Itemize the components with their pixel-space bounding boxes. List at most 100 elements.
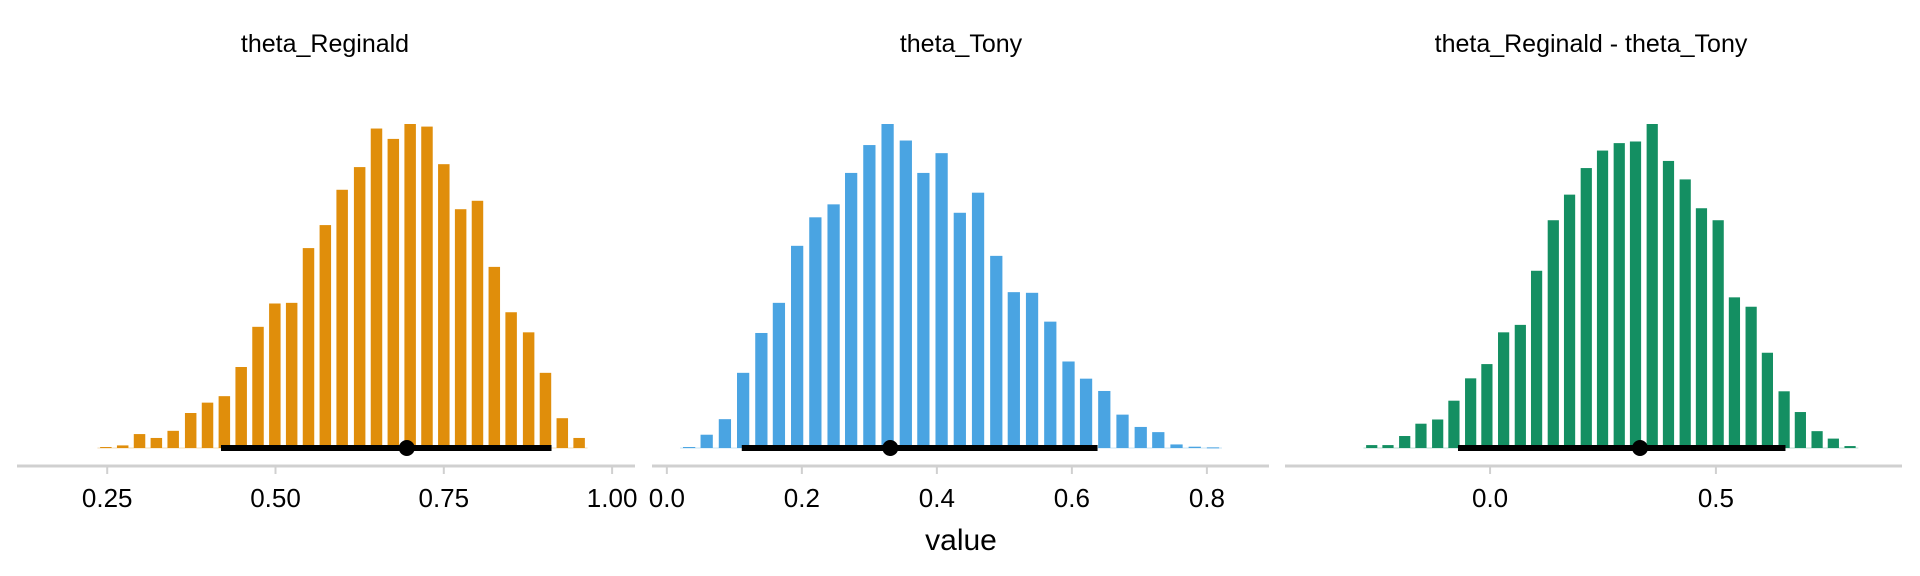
histogram-bar	[1596, 150, 1609, 448]
histogram-bar	[1629, 141, 1642, 448]
histogram-bar	[133, 434, 146, 448]
x-tick-label: 0.25	[82, 483, 133, 513]
histogram-bar	[863, 145, 876, 448]
panel-3: theta_Reginald - theta_Tony 0.0 0.5	[1285, 30, 1902, 513]
histogram-bar	[755, 332, 768, 448]
histogram-bar	[1170, 444, 1183, 448]
histogram-bar	[370, 128, 383, 448]
histogram-bar	[917, 172, 930, 448]
x-tick-label: 0.5	[1698, 483, 1734, 513]
histogram-bar	[1152, 432, 1165, 448]
histogram-bar	[505, 312, 517, 448]
histogram-bar	[953, 212, 966, 448]
histogram-bar	[1662, 160, 1675, 448]
histogram-bar	[845, 172, 858, 448]
histogram-bar	[1827, 438, 1839, 448]
histogram-bar	[1679, 179, 1691, 449]
histogram-bar	[1007, 292, 1020, 448]
histogram-bar	[167, 430, 179, 448]
histogram-bar	[100, 447, 112, 449]
histogram-bar	[269, 303, 281, 448]
histogram-bar	[1025, 292, 1039, 448]
histogram-bar	[556, 418, 569, 448]
point-estimate	[882, 440, 899, 456]
x-tick-label: 1.00	[587, 483, 638, 513]
histogram-bar	[1062, 361, 1075, 448]
point-estimate	[1632, 440, 1649, 456]
x-axis-title: value	[925, 524, 997, 557]
histogram-bar	[1794, 412, 1806, 448]
histogram-bar	[319, 225, 332, 448]
histogram-bar	[252, 326, 264, 448]
histogram-bar	[737, 372, 750, 448]
histogram-bar	[1079, 378, 1093, 448]
x-tick-label: 0.8	[1189, 483, 1225, 513]
x-tick-label: 0.0	[649, 483, 685, 513]
histogram-bar	[1761, 352, 1774, 448]
histogram-bar	[1563, 194, 1576, 448]
histogram-bar	[935, 153, 948, 448]
histogram-bar	[302, 248, 315, 448]
x-tick-label: 0.6	[1054, 483, 1090, 513]
histogram-bar	[1116, 414, 1129, 448]
histogram-bar	[353, 167, 366, 449]
histogram-bar	[1547, 220, 1559, 448]
histogram-bar	[184, 413, 197, 448]
histogram-bar	[1844, 446, 1856, 448]
histogram-bar	[1481, 364, 1493, 448]
histogram-bar	[1745, 306, 1757, 448]
histogram-bar	[1432, 419, 1444, 448]
histogram-bar	[1188, 446, 1201, 448]
panel-1: theta_Reginald 0.25 0.50 0.75 1.00	[17, 30, 637, 513]
x-tick-label: 0.2	[784, 483, 820, 513]
histogram-bar	[387, 138, 400, 449]
histogram-bar	[1206, 447, 1220, 449]
histogram-bar	[827, 204, 840, 448]
histogram-bar	[899, 140, 912, 449]
histogram-bar	[488, 266, 501, 448]
histogram-bar	[150, 437, 163, 448]
histogram-bar	[1778, 391, 1790, 448]
histogram-bar	[1498, 332, 1510, 448]
histogram-bar	[1366, 445, 1378, 448]
x-tick-label: 0.75	[419, 483, 470, 513]
histogram-bar	[990, 255, 1003, 448]
histogram-bar	[1415, 423, 1427, 448]
panel-title: theta_Tony	[900, 30, 1023, 58]
histogram-bar	[1448, 400, 1460, 448]
histogram-bar	[421, 126, 433, 448]
histogram-bar	[791, 245, 804, 448]
histogram-bar	[285, 302, 298, 448]
histogram-bar	[1646, 124, 1658, 448]
histogram-bar	[1134, 426, 1147, 448]
histogram-bar	[1728, 297, 1741, 448]
x-tick-label: 0.50	[250, 483, 301, 513]
histogram-bar	[1530, 270, 1543, 448]
histogram-bar	[218, 396, 231, 448]
histogram-bar	[438, 164, 450, 448]
histogram-bar	[235, 367, 247, 448]
histogram-bar	[522, 332, 535, 448]
histogram-bar	[1613, 143, 1625, 448]
histogram-bar	[201, 402, 214, 448]
histogram-bar	[1382, 445, 1394, 448]
histogram-bar	[454, 209, 467, 448]
histogram-bar	[1811, 431, 1823, 448]
histogram-bar	[718, 419, 732, 448]
histogram-bar	[404, 124, 416, 448]
histogram-bar	[1712, 220, 1724, 448]
histogram-bar	[1514, 324, 1526, 448]
histogram-bar	[1098, 390, 1111, 448]
histogram-bar	[809, 217, 822, 448]
panel-2: theta_Tony 0.0 0.2 0.4 0.6 0.8	[649, 30, 1269, 513]
histogram-bar	[1580, 168, 1592, 448]
histogram-bar	[573, 437, 585, 448]
histogram-bar	[471, 200, 484, 448]
histogram-bar	[682, 447, 696, 449]
histogram-bar	[1465, 378, 1477, 448]
histogram-bar	[539, 372, 552, 448]
histogram-bar	[700, 434, 713, 448]
panel-title: theta_Reginald	[241, 30, 409, 58]
histogram-bar	[1695, 208, 1708, 448]
